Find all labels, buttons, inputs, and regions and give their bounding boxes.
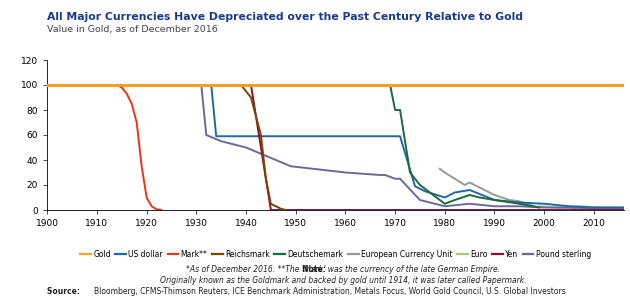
Text: *As of December 2016. **The ‘Mark’ was the currency of the late German Empire.
O: *As of December 2016. **The ‘Mark’ was t… (160, 266, 527, 285)
Legend: Gold, US dollar, Mark**, Reichsmark, Deutschemark, European Currency Unit, Euro,: Gold, US dollar, Mark**, Reichsmark, Deu… (77, 247, 594, 262)
Text: Bloomberg, CFMS-Thimson Reuters, ICE Benchmark Administration, Metals Focus, Wor: Bloomberg, CFMS-Thimson Reuters, ICE Ben… (94, 287, 566, 296)
Text: Value in Gold, as of December 2016: Value in Gold, as of December 2016 (47, 25, 218, 34)
Text: Source:: Source: (47, 287, 83, 296)
Text: All Major Currencies Have Depreciated over the Past Century Relative to Gold: All Major Currencies Have Depreciated ov… (47, 12, 524, 22)
Text: Note:: Note: (302, 266, 328, 274)
